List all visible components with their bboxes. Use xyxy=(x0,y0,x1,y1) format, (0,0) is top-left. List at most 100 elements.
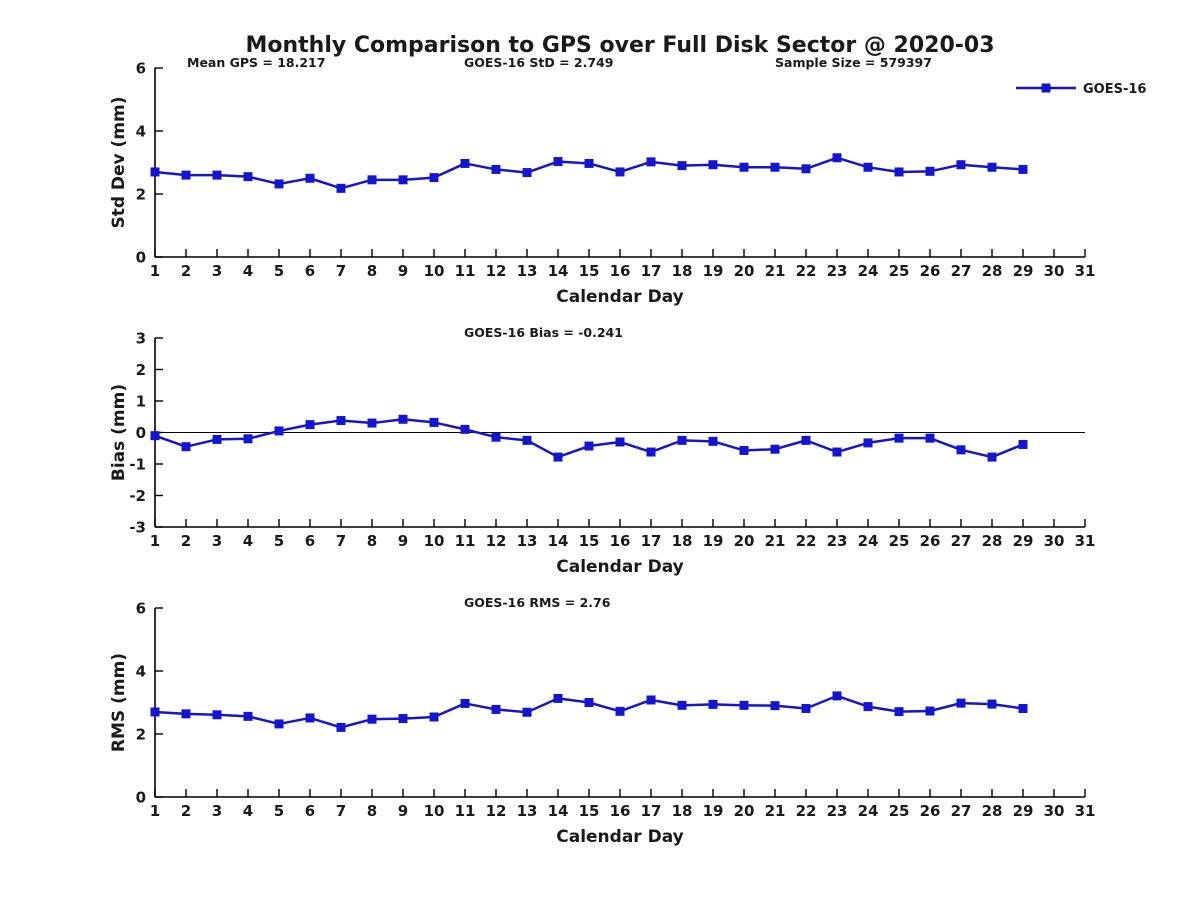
x-tick-label: 2 xyxy=(181,532,191,550)
data-point-marker xyxy=(305,173,315,183)
data-point-marker xyxy=(584,441,594,451)
x-tick-label: 4 xyxy=(243,802,253,820)
x-tick-label: 5 xyxy=(274,262,284,280)
data-point-marker xyxy=(429,417,439,427)
x-tick-label: 19 xyxy=(703,262,724,280)
x-tick-label: 11 xyxy=(455,532,476,550)
data-point-marker xyxy=(212,170,222,180)
x-tick-label: 8 xyxy=(367,802,377,820)
data-point-marker xyxy=(646,157,656,167)
subplot-panels: Mean GPS = 18.217 GOES-16 StD = 2.749 Samp… xyxy=(109,55,1095,847)
x-tick-label: 26 xyxy=(920,802,941,820)
x-tick-label: 27 xyxy=(951,262,972,280)
data-point-marker xyxy=(832,691,842,701)
y-tick-label: 6 xyxy=(136,599,146,617)
x-tick-label: 12 xyxy=(486,262,507,280)
y-tick-label: 4 xyxy=(136,122,146,140)
data-point-marker xyxy=(894,707,904,717)
data-point-marker xyxy=(801,164,811,174)
x-tick-label: 21 xyxy=(765,802,786,820)
x-tick-label: 6 xyxy=(305,262,315,280)
data-point-marker xyxy=(894,433,904,443)
data-point-marker xyxy=(739,700,749,710)
data-point-marker xyxy=(491,164,501,174)
x-tick-label: 10 xyxy=(424,802,445,820)
panel-annotation: GOES-16 Bias = -0.241 xyxy=(464,325,623,340)
chart-title: Monthly Comparison to GPS over Full Disk… xyxy=(245,33,994,58)
x-tick-label: 17 xyxy=(641,802,662,820)
data-point-marker xyxy=(925,433,935,443)
data-point-marker xyxy=(801,703,811,713)
data-point-marker xyxy=(646,447,656,457)
data-point-marker xyxy=(243,711,253,721)
data-point-marker xyxy=(150,431,160,441)
data-point-marker xyxy=(181,170,191,180)
data-point-marker xyxy=(367,714,377,724)
x-tick-label: 26 xyxy=(920,532,941,550)
x-tick-label: 23 xyxy=(827,802,848,820)
x-tick-label: 1 xyxy=(150,802,160,820)
x-tick-label: 17 xyxy=(641,532,662,550)
data-point-marker xyxy=(336,416,346,426)
data-point-marker xyxy=(646,695,656,705)
x-tick-label: 11 xyxy=(455,262,476,280)
data-point-marker xyxy=(863,162,873,172)
x-tick-label: 25 xyxy=(889,262,910,280)
data-point-marker xyxy=(274,719,284,729)
data-point-marker xyxy=(1018,164,1028,174)
data-point-marker xyxy=(1018,703,1028,713)
x-tick-label: 5 xyxy=(274,802,284,820)
x-tick-label: 31 xyxy=(1075,532,1096,550)
x-tick-label: 14 xyxy=(548,262,569,280)
x-tick-label: 22 xyxy=(796,532,817,550)
x-tick-label: 12 xyxy=(486,802,507,820)
x-tick-label: 13 xyxy=(517,802,538,820)
y-tick-label: 6 xyxy=(136,59,146,77)
x-tick-label: 18 xyxy=(672,532,693,550)
panel-annotation: GOES-16 RMS = 2.76 xyxy=(464,595,611,610)
y-tick-label: 2 xyxy=(136,361,146,379)
data-point-marker xyxy=(677,435,687,445)
data-point-marker xyxy=(956,160,966,170)
data-point-marker xyxy=(181,442,191,452)
y-tick-label: -1 xyxy=(129,455,146,473)
data-point-marker xyxy=(460,158,470,168)
x-tick-label: 29 xyxy=(1013,802,1034,820)
x-tick-label: 24 xyxy=(858,262,879,280)
x-tick-label: 31 xyxy=(1075,262,1096,280)
y-tick-label: 1 xyxy=(136,392,146,410)
data-point-marker xyxy=(181,709,191,719)
x-tick-label: 26 xyxy=(920,262,941,280)
x-axis-title: Calendar Day xyxy=(556,557,684,577)
data-point-marker xyxy=(956,445,966,455)
x-tick-label: 7 xyxy=(336,532,346,550)
y-tick-label: -2 xyxy=(129,487,146,505)
data-point-marker xyxy=(770,444,780,454)
data-point-marker xyxy=(367,175,377,185)
x-tick-label: 3 xyxy=(212,532,222,550)
y-tick-label: -3 xyxy=(129,518,146,536)
y-tick-label: 0 xyxy=(136,788,146,806)
x-tick-label: 15 xyxy=(579,262,600,280)
data-point-marker xyxy=(925,706,935,716)
x-tick-label: 16 xyxy=(610,802,631,820)
x-tick-label: 14 xyxy=(548,802,569,820)
x-tick-label: 5 xyxy=(274,532,284,550)
data-point-marker xyxy=(553,693,563,703)
data-line xyxy=(154,418,1024,459)
data-point-marker xyxy=(584,698,594,707)
data-point-marker xyxy=(615,167,625,177)
x-tick-label: 3 xyxy=(212,262,222,280)
data-point-marker xyxy=(274,179,284,189)
data-point-marker xyxy=(522,707,532,717)
y-axis-title: Bias (mm) xyxy=(109,384,129,481)
x-axis-title: Calendar Day xyxy=(556,827,684,847)
data-point-marker xyxy=(398,175,408,185)
x-tick-label: 7 xyxy=(336,802,346,820)
x-tick-label: 27 xyxy=(951,532,972,550)
data-point-marker xyxy=(770,701,780,711)
data-point-marker xyxy=(615,706,625,716)
